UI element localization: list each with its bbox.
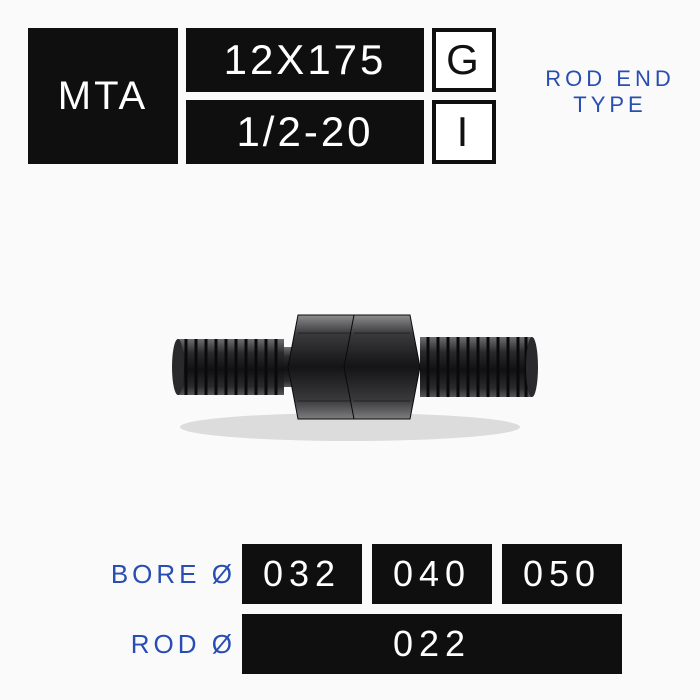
rod-end-type-line1: ROD END: [530, 66, 690, 92]
bore-value: 032: [242, 544, 362, 604]
rod-end-type-label: ROD END TYPE: [530, 66, 690, 119]
bore-value: 040: [372, 544, 492, 604]
bore-value: 050: [502, 544, 622, 604]
rod-label: ROD Ø: [62, 629, 232, 660]
bore-row: BORE Ø 032 040 050: [62, 544, 622, 604]
spec-value: 12X175: [186, 28, 424, 92]
rod-end-type-line2: TYPE: [530, 92, 690, 118]
product-illustration: [0, 215, 700, 515]
diameter-glyph: Ø: [212, 559, 232, 589]
spec-letter: I: [432, 100, 496, 164]
rod-row: ROD Ø 022: [62, 614, 622, 674]
adapter-icon: [140, 255, 560, 475]
mta-badge: MTA: [28, 28, 178, 164]
spec-row: 1/2-20 I: [186, 100, 496, 164]
bore-label-text: BORE: [111, 559, 201, 589]
rod-value: 022: [242, 614, 622, 674]
bore-label: BORE Ø: [62, 559, 232, 590]
diameter-glyph: Ø: [212, 629, 232, 659]
spec-value: 1/2-20: [186, 100, 424, 164]
spec-letter: G: [432, 28, 496, 92]
rod-label-text: ROD: [131, 629, 201, 659]
spec-row: 12X175 G: [186, 28, 496, 92]
spec-rows: 12X175 G 1/2-20 I: [186, 28, 496, 164]
